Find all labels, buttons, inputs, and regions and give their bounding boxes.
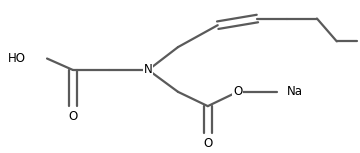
Text: Na: Na [287, 85, 303, 98]
Text: O: O [203, 137, 212, 150]
Text: O: O [68, 110, 77, 123]
Text: HO: HO [8, 52, 26, 65]
Text: N: N [144, 63, 153, 76]
Text: O: O [233, 85, 242, 98]
